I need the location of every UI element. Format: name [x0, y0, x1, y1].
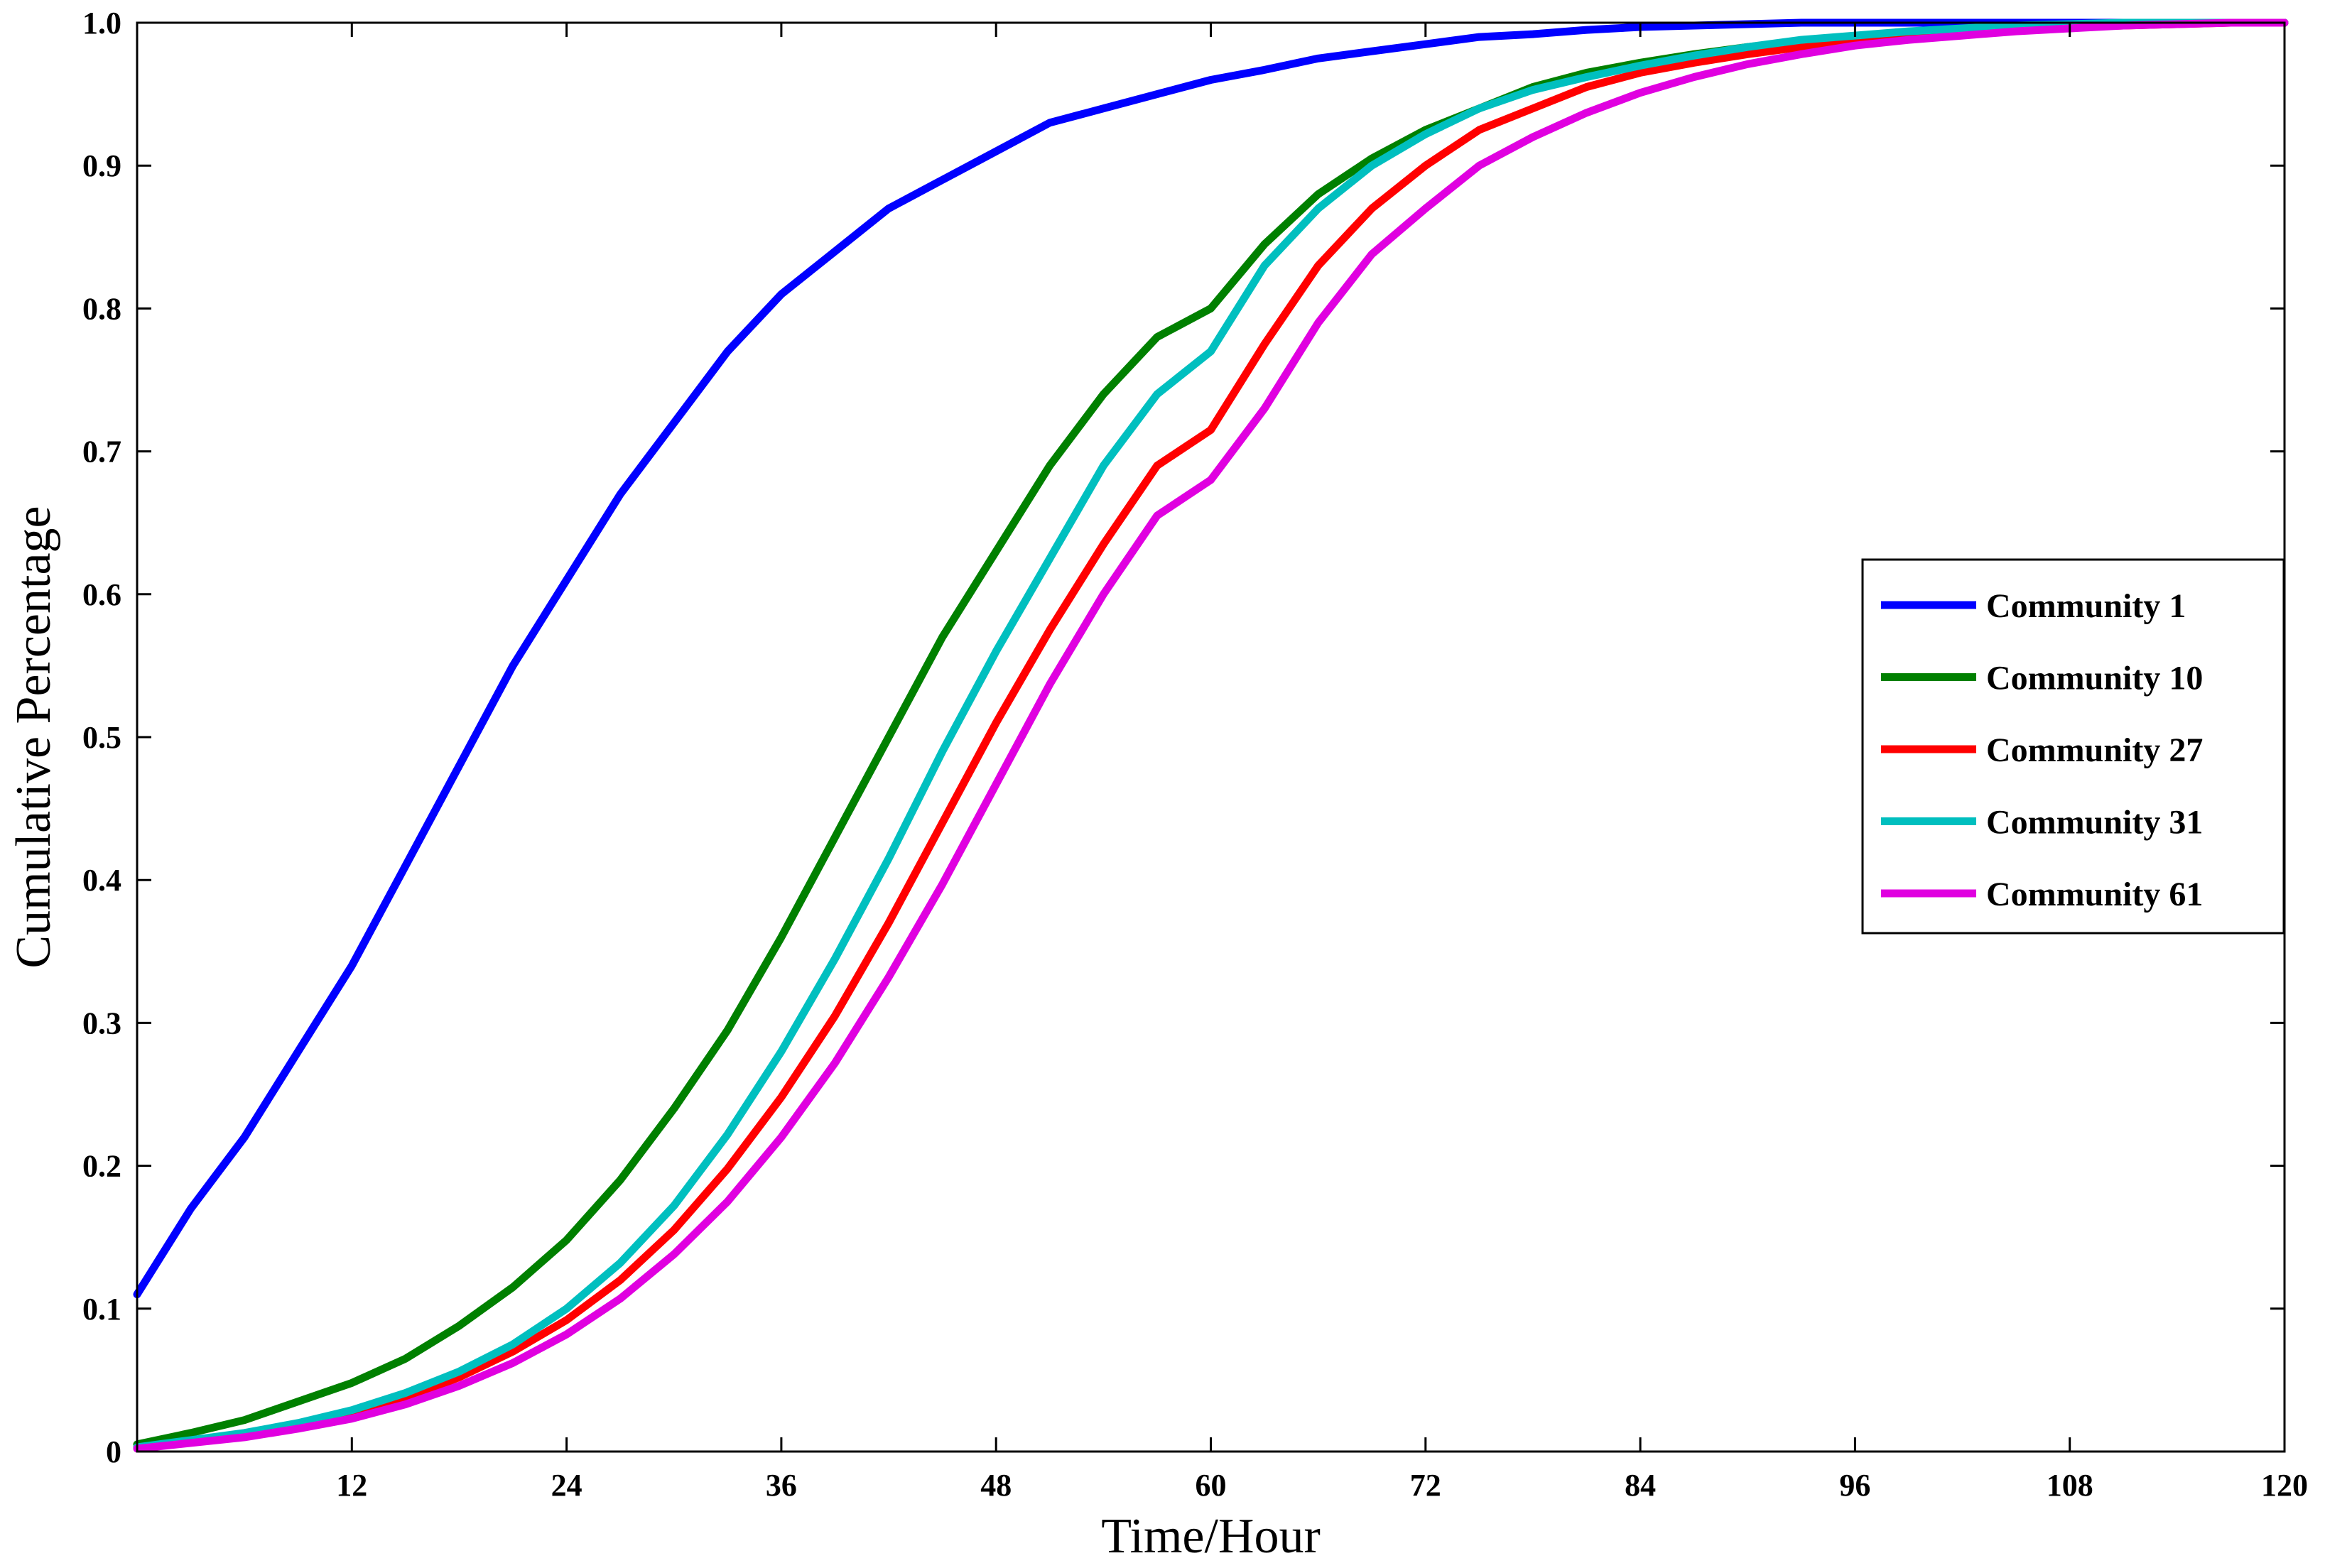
x-tick-label: 12	[336, 1468, 367, 1503]
x-tick-label: 72	[1410, 1468, 1441, 1503]
y-tick-label: 0.6	[82, 577, 121, 612]
series-line-community-31	[133, 18, 2289, 1452]
y-tick-label: 0.7	[82, 435, 121, 469]
y-tick-label: 0.4	[82, 863, 121, 898]
x-tick-label: 120	[2261, 1468, 2308, 1503]
series-line-community-61	[133, 18, 2289, 1453]
x-axis-title: Time/Hour	[1101, 1509, 1321, 1564]
y-axis-title: Cumulative Percentage	[6, 506, 61, 968]
x-tick-label: 96	[1839, 1468, 1870, 1503]
x-tick-label: 60	[1196, 1468, 1227, 1503]
y-tick-label: 0.9	[82, 148, 121, 183]
legend-label: Community 31	[1986, 804, 2203, 842]
legend-label: Community 61	[1986, 876, 2203, 913]
legend-label: Community 27	[1986, 731, 2203, 769]
x-tick-label: 108	[2047, 1468, 2093, 1503]
y-tick-label: 0	[106, 1434, 121, 1469]
y-tick-label: 0.8	[82, 291, 121, 326]
legend-label: Community 10	[1986, 660, 2203, 697]
x-tick-label: 48	[980, 1468, 1012, 1503]
y-tick-label: 0.1	[82, 1292, 121, 1327]
legend-label: Community 1	[1986, 587, 2186, 625]
x-tick-label: 84	[1625, 1468, 1656, 1503]
legend: Community 1 Community 10 Community 27 Commu…	[1861, 558, 2285, 935]
tick-layer: 12 24 36 48 60 72 84 96 108 120 0 0.1 0.2 0.3 0.4 0.5 0.…	[82, 6, 2308, 1503]
x-tick-label: 24	[551, 1468, 582, 1503]
x-tick-label: 36	[766, 1468, 797, 1503]
y-tick-label: 0.2	[82, 1149, 121, 1184]
y-tick-label: 0.5	[82, 720, 121, 755]
y-tick-label: 0.3	[82, 1006, 121, 1040]
y-tick-label: 1.0	[82, 6, 121, 40]
